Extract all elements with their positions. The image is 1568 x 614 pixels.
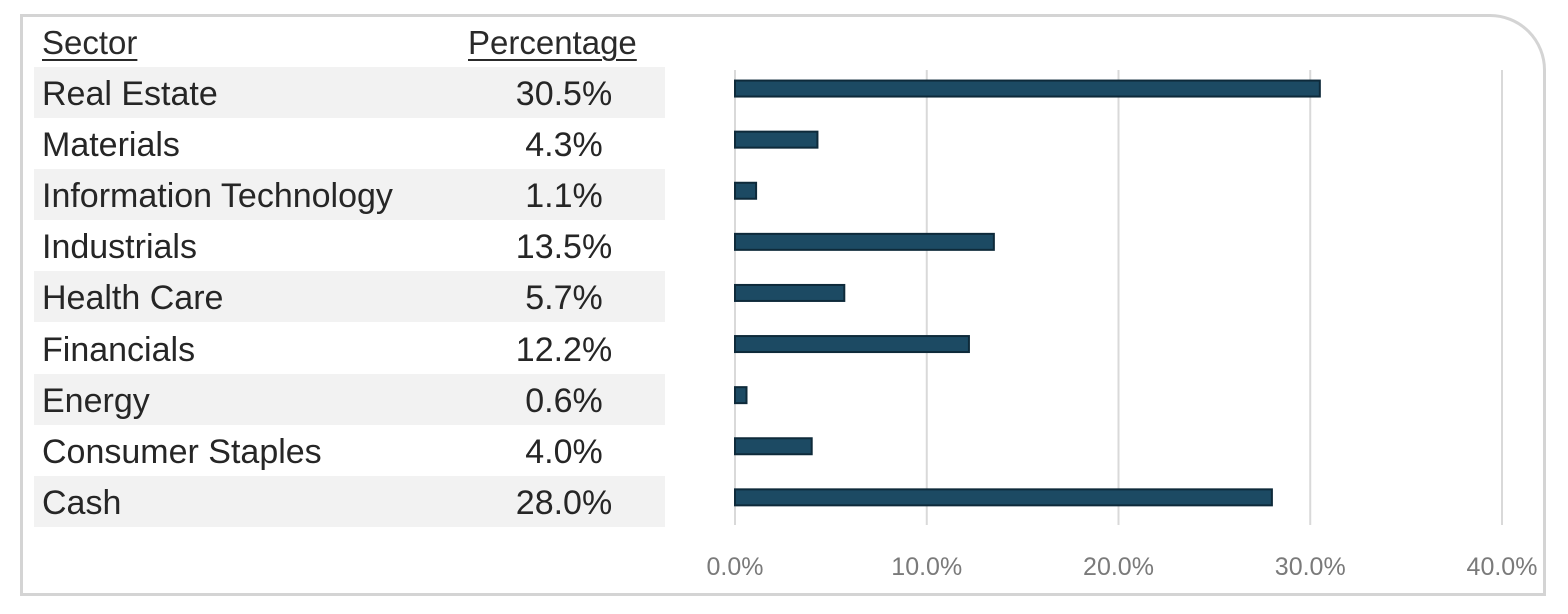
sector-name: Financials xyxy=(42,330,196,369)
bar-energy xyxy=(734,386,748,405)
sector-percentage: 13.5% xyxy=(515,228,613,267)
table-row: Consumer Staples 4.0% xyxy=(34,425,665,476)
sector-name: Information Technology xyxy=(42,177,393,216)
sector-name: Energy xyxy=(42,381,150,420)
bar-consumer-staples xyxy=(734,437,813,456)
sector-percentage: 28.0% xyxy=(515,483,613,522)
x-tick-label: 20.0% xyxy=(1083,553,1154,581)
table-row: Information Technology 1.1% xyxy=(34,169,665,221)
sector-percentage: 12.2% xyxy=(515,330,613,369)
bar-chart: 0.0% 10.0% 20.0% 30.0% 40.0% xyxy=(707,70,1538,581)
table-row: Industrials 13.5% xyxy=(34,220,665,271)
table-row: Financials 12.2% xyxy=(34,323,665,374)
sector-percentage: 4.3% xyxy=(525,126,603,165)
bar-real-estate xyxy=(734,79,1321,98)
bar-industrials xyxy=(734,232,995,251)
sector-percentage: 0.6% xyxy=(525,381,603,420)
bar-health-care xyxy=(734,283,846,302)
table-row: Cash 28.0% xyxy=(34,475,665,527)
percentage-header: Percentage xyxy=(468,24,637,61)
table-row: Health Care 5.7% xyxy=(34,271,665,323)
bar-materials xyxy=(734,130,819,149)
sector-percentage: 30.5% xyxy=(515,75,613,113)
sector-percentage: 1.1% xyxy=(525,177,603,216)
table-row: Materials 4.3% xyxy=(34,118,665,169)
sector-percentage: 5.7% xyxy=(525,279,603,318)
x-tick-label: 30.0% xyxy=(1275,553,1346,581)
sector-header: Sector xyxy=(42,24,138,61)
bar-information-technology xyxy=(734,181,758,200)
x-tick-label: 10.0% xyxy=(891,553,962,581)
sector-name: Cash xyxy=(42,483,122,522)
sector-name: Real Estate xyxy=(42,75,218,113)
sector-name: Health Care xyxy=(42,279,224,318)
table-row: Real Estate 30.5% xyxy=(34,67,665,118)
sector-name: Industrials xyxy=(42,228,197,267)
table-row: Energy 0.6% xyxy=(34,373,665,425)
x-tick-label: 0.0% xyxy=(707,553,764,581)
x-tick-label: 40.0% xyxy=(1467,553,1538,581)
sector-name: Consumer Staples xyxy=(42,432,322,471)
sector-name: Materials xyxy=(42,126,180,165)
bar-financials xyxy=(734,335,970,354)
sector-percentage: 4.0% xyxy=(525,432,603,471)
bar-cash xyxy=(734,488,1273,507)
